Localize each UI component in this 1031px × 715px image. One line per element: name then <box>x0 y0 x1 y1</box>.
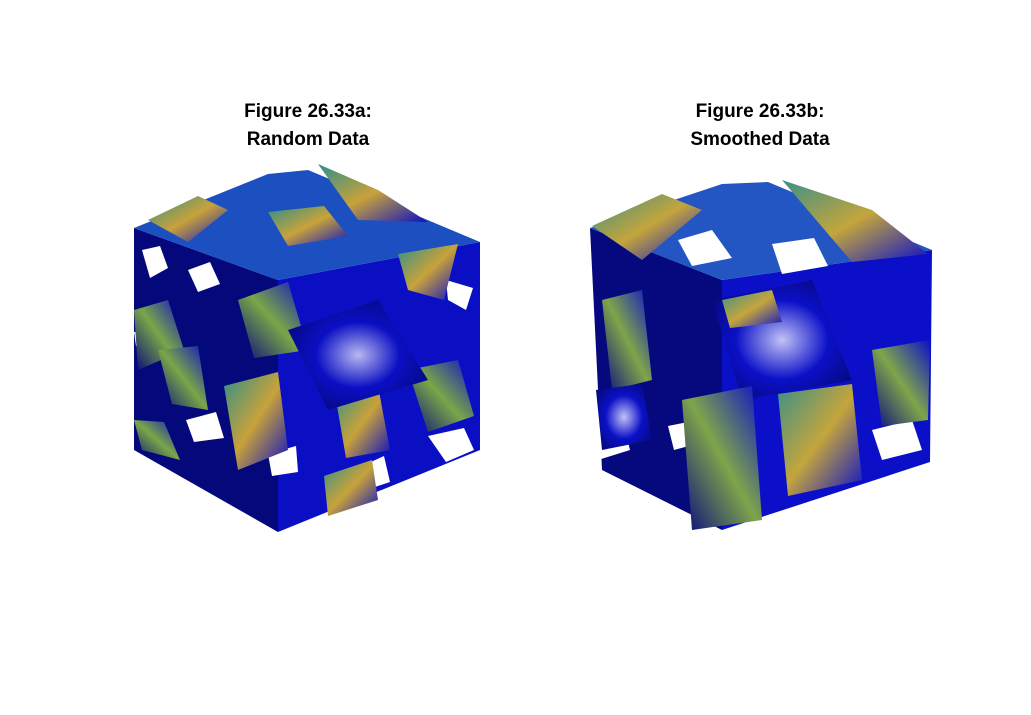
panel-a-patch <box>158 346 208 410</box>
panel-a-patch <box>268 206 348 246</box>
panel-b-gap <box>872 420 922 460</box>
panel-b-patch <box>592 194 702 260</box>
panel-a-patch <box>336 386 390 458</box>
panel-b-isosurface-svg <box>590 180 932 530</box>
panel-b-patch <box>682 386 762 530</box>
panel-a-patch <box>238 282 308 358</box>
panel-a-gap <box>142 246 168 278</box>
panel-b-title-line1: Figure 26.33b: <box>695 101 825 122</box>
panel-b-gap <box>772 238 828 274</box>
panel-a-patch <box>288 300 428 410</box>
panel-b-patch <box>722 290 782 328</box>
panel-b-title: Figure 26.33b: Smoothed Data <box>610 98 910 154</box>
panel-a-gap <box>188 262 220 292</box>
panel-a-gap <box>446 280 473 310</box>
panel-b-patch <box>872 340 930 426</box>
panel-a-patch <box>134 420 180 460</box>
panel-a-patch <box>224 372 288 470</box>
panel-a-patch <box>148 196 228 242</box>
panel-a-patch <box>324 460 378 516</box>
panel-b-patch <box>602 290 652 390</box>
panel-b-patch <box>778 384 862 496</box>
panel-a-gap <box>186 412 224 442</box>
panel-b-gap <box>678 230 732 266</box>
panel-a-title: Figure 26.33a: Random Data <box>158 98 458 154</box>
panel-a-isosurface-svg <box>134 164 480 532</box>
panel-b-isosurface <box>582 150 942 540</box>
panel-a-patch <box>318 164 428 222</box>
panel-b-title-line2: Smoothed Data <box>690 129 830 150</box>
panel-b-patch <box>782 180 928 262</box>
panel-a-gap <box>428 428 474 462</box>
panel-b-patch <box>596 384 652 450</box>
panel-a-isosurface <box>128 150 488 540</box>
panel-a-patch <box>398 244 458 300</box>
panel-a-title-line2: Random Data <box>246 129 370 150</box>
panel-a-title-line1: Figure 26.33a: <box>244 101 372 122</box>
